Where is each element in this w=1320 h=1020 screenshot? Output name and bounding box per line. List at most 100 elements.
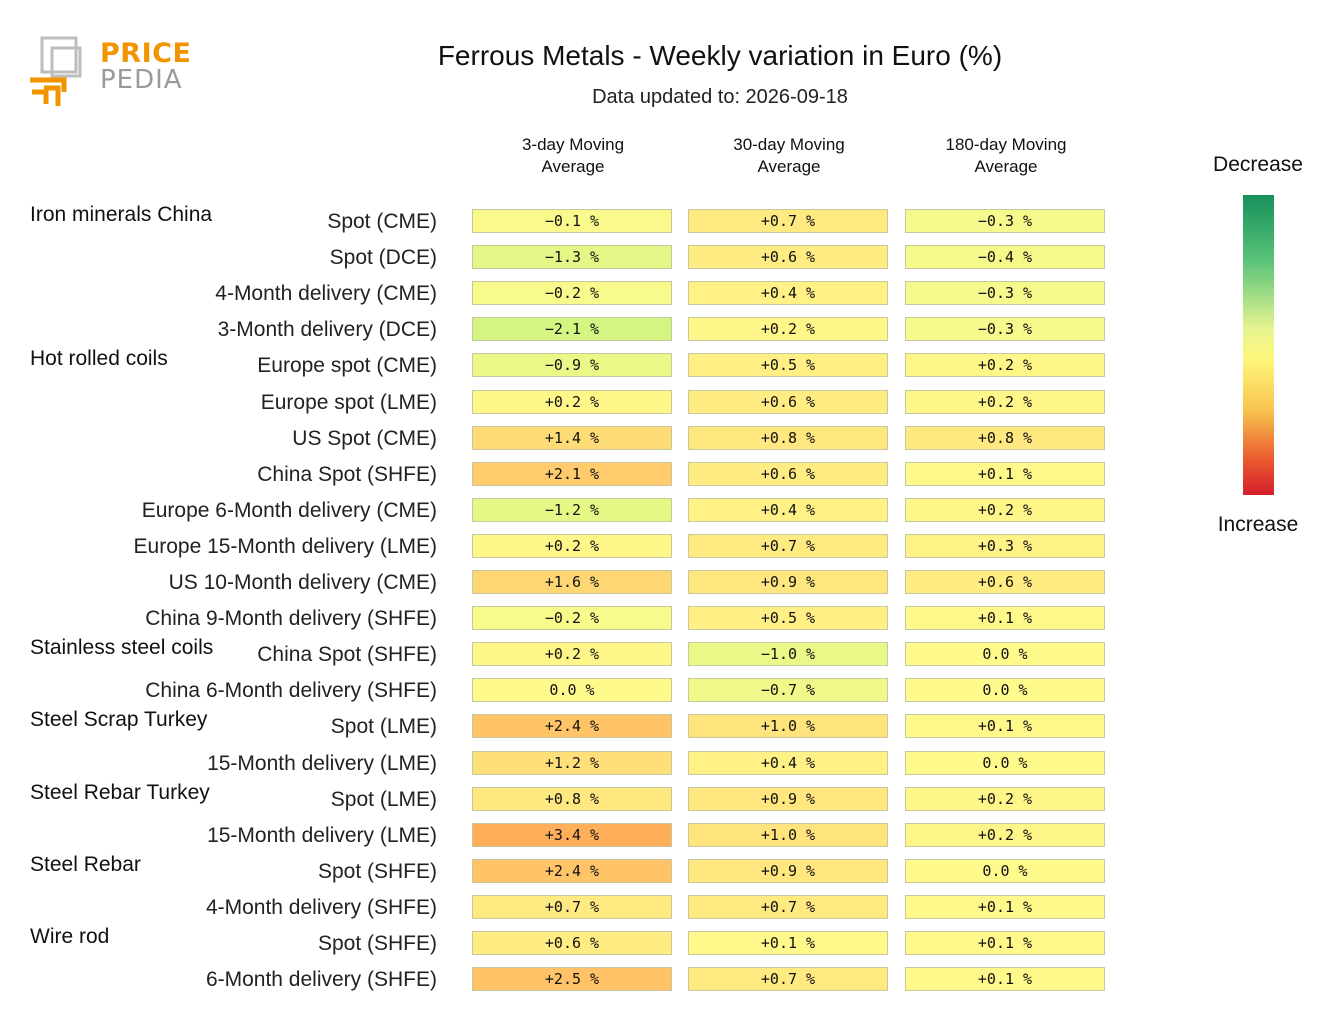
heatmap-cell: +0.4 %: [688, 750, 888, 775]
group-label: Wire rod: [30, 925, 110, 948]
column-header-1: 3-day Moving Average: [521, 135, 625, 176]
heatmap-cell: +1.4 %: [472, 425, 672, 450]
heatmap-cell: +0.2 %: [472, 533, 672, 558]
row-label: 6-Month delivery (SHFE): [205, 968, 437, 992]
heatmap-cell: −0.3 %: [905, 317, 1105, 342]
heatmap-cell: +0.1 %: [905, 894, 1105, 919]
heatmap-cell: +0.1 %: [905, 461, 1105, 486]
group-label: Stainless steel coils: [30, 636, 214, 660]
row-label: Europe spot (CME): [257, 354, 437, 378]
row-label: 4-Month delivery (CME): [215, 282, 437, 306]
row-label: US 10-Month delivery (CME): [168, 571, 437, 594]
heatmap-cell: −0.3 %: [905, 281, 1105, 306]
heatmap-cell: +0.9 %: [688, 786, 888, 811]
row-label: Spot (SHFE): [317, 932, 437, 955]
heatmap-cell: +0.7 %: [688, 533, 888, 558]
heatmap-cell: −1.0 %: [688, 642, 888, 667]
heatmap-cell: +2.4 %: [472, 858, 672, 883]
group-label: Steel Rebar: [30, 852, 141, 876]
heatmap-cell: +0.6 %: [472, 931, 672, 955]
chart-title: Ferrous Metals - Weekly variation in Eur…: [437, 40, 1003, 71]
row-label: Spot (LME): [330, 715, 437, 739]
heatmap-cell: 0.0 %: [905, 750, 1105, 775]
row-label: China 6-Month delivery (SHFE): [145, 679, 437, 703]
legend-top-label: Decrease: [1213, 153, 1303, 176]
heatmap-cell: +0.2 %: [472, 642, 672, 667]
heatmap-cell: +0.4 %: [688, 281, 888, 306]
logo-text-pedia: PEDIA: [100, 65, 183, 95]
heatmap-cell: −0.9 %: [472, 353, 672, 378]
heatmap-cell: +0.1 %: [905, 931, 1105, 955]
heatmap-cell: −0.2 %: [472, 606, 672, 631]
heatmap-cell: +3.4 %: [472, 822, 672, 847]
row-label: China Spot (SHFE): [257, 643, 437, 667]
group-label: Steel Scrap Turkey: [30, 708, 208, 732]
chart-subtitle: Data updated to: 2026-09-18: [592, 86, 848, 108]
heatmap-cell: +0.2 %: [905, 786, 1105, 811]
heatmap-cell: −0.3 %: [905, 209, 1105, 233]
row-label: Europe 6-Month delivery (CME): [141, 498, 437, 522]
row-label: Spot (LME): [330, 787, 437, 811]
heatmap-cell: +0.8 %: [905, 425, 1105, 450]
heatmap-cell: +0.6 %: [688, 245, 888, 270]
heatmap-cell: +0.7 %: [688, 967, 888, 992]
heatmap-cell: +0.6 %: [688, 389, 888, 414]
row-label: China Spot (SHFE): [257, 462, 437, 486]
heatmap-cell: +1.6 %: [472, 570, 672, 594]
heatmap-cell: 0.0 %: [905, 858, 1105, 883]
row-label: Spot (SHFE): [317, 859, 437, 883]
heatmap-cell: +0.5 %: [688, 353, 888, 378]
heatmap-cell: +0.1 %: [905, 606, 1105, 631]
heatmap-cell: −0.4 %: [905, 245, 1105, 270]
row-label: 15-Month delivery (LME): [207, 751, 437, 775]
row-label: China 9-Month delivery (SHFE): [145, 607, 437, 631]
heatmap-cell: 0.0 %: [472, 678, 672, 703]
row-label: Europe 15-Month delivery (LME): [133, 534, 437, 558]
heatmap-cell: −0.1 %: [472, 209, 672, 233]
heatmap-cell: +0.2 %: [905, 389, 1105, 414]
heatmap-cell: −0.2 %: [472, 281, 672, 306]
heatmap-cell: +0.3 %: [905, 533, 1105, 558]
heatmap-cell: +0.7 %: [688, 894, 888, 919]
heatmap-cell: +0.2 %: [688, 317, 888, 342]
column-header-2: 30-day Moving Average: [733, 135, 845, 176]
heatmap-cell: +0.8 %: [688, 425, 888, 450]
row-label: 3-Month delivery (DCE): [217, 318, 437, 342]
group-label: Iron minerals China: [30, 203, 213, 226]
heatmap-cell: +0.8 %: [472, 786, 672, 811]
heatmap-cell: +0.7 %: [688, 209, 888, 233]
logo-mark-icon: [30, 36, 82, 106]
heatmap-cell: +0.2 %: [472, 389, 672, 414]
group-label: Steel Rebar Turkey: [30, 780, 210, 804]
heatmap-cell: +0.1 %: [905, 967, 1105, 992]
heatmap-cell: +0.5 %: [688, 606, 888, 631]
heatmap-cell: +1.0 %: [688, 822, 888, 847]
heatmap-cell: +2.1 %: [472, 461, 672, 486]
group-label: Hot rolled coils: [30, 347, 168, 371]
row-label: Spot (DCE): [329, 246, 437, 270]
heatmap-cell: 0.0 %: [905, 642, 1105, 667]
heatmap-cell: +1.2 %: [472, 750, 672, 775]
heatmap-cell: −0.7 %: [688, 678, 888, 703]
heatmap-cell: +0.4 %: [688, 497, 888, 522]
heatmap-cell: +0.9 %: [688, 858, 888, 883]
heatmap-cell: +0.1 %: [688, 931, 888, 955]
row-label: 4-Month delivery (SHFE): [205, 895, 437, 919]
heatmap-cell: +0.9 %: [688, 570, 888, 594]
pricepedia-logo: PRICE PEDIA: [28, 36, 191, 112]
column-header-3: 180-day Moving Average: [945, 135, 1067, 176]
heatmap-cell: +0.2 %: [905, 822, 1105, 847]
row-label: 15-Month delivery (LME): [207, 823, 437, 847]
heatmap-cell: +1.0 %: [688, 714, 888, 739]
heatmap-cell: +0.6 %: [688, 461, 888, 486]
legend-color-scale: [1243, 195, 1274, 495]
heatmap-cell: +0.2 %: [905, 353, 1105, 378]
row-label: Spot (CME): [327, 210, 437, 233]
heatmap-cell: +2.5 %: [472, 967, 672, 992]
legend-bottom-label: Increase: [1217, 513, 1299, 536]
heatmap-cell: +0.6 %: [905, 570, 1105, 594]
heatmap-cell: −2.1 %: [472, 317, 672, 342]
heatmap-cell: +0.1 %: [905, 714, 1105, 739]
row-label: US Spot (CME): [292, 426, 437, 450]
heatmap-cell: +0.7 %: [472, 894, 672, 919]
